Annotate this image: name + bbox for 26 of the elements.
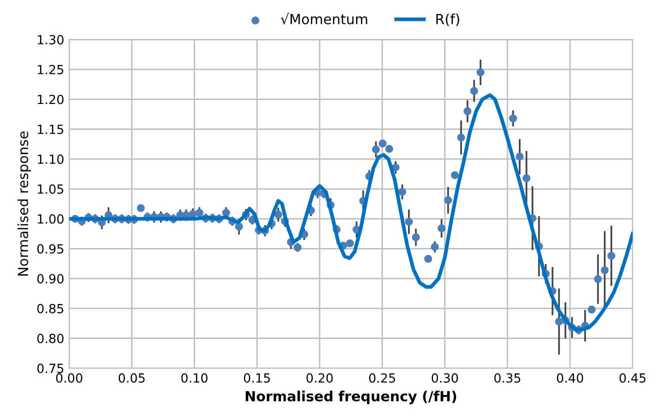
y-tick-label: 1.30 [38, 34, 64, 44]
legend-label: √Momentum [280, 12, 368, 24]
x-tick-label: 0.05 [118, 373, 145, 383]
y-tick-label: 0.75 [37, 364, 64, 374]
y-tick-label: 1.10 [38, 154, 64, 164]
x-tick-label: 0.30 [432, 373, 458, 383]
x-tick-label: 0.10 [181, 373, 208, 383]
y-tick-label: 0.80 [37, 334, 64, 344]
y-tick-label: 0.90 [37, 274, 64, 284]
y-tick-label: 1.05 [38, 184, 64, 194]
x-tick-label: 0.15 [244, 373, 270, 383]
x-tick-label: 0.20 [306, 373, 333, 383]
y-tick-label: 1.15 [38, 124, 64, 134]
x-tick-label: 0.35 [494, 373, 520, 383]
x-tick-label: 0.45 [620, 373, 646, 383]
x-axis-title: Normalised frequency (/fH) [246, 390, 456, 404]
y-tick-label: 0.95 [37, 244, 64, 254]
legend-label: R(f) [436, 14, 460, 26]
y-axis-title: Normalised response [18, 131, 31, 276]
y-tick-label: 1.00 [38, 214, 64, 224]
y-tick-label: 1.25 [38, 64, 64, 74]
y-tick-label: 1.20 [38, 94, 64, 104]
y-tick-label: 0.85 [37, 304, 64, 314]
x-tick-label: 0.40 [556, 373, 584, 383]
x-tick-label: 0.00 [56, 373, 82, 383]
x-tick-label: 0.25 [369, 373, 396, 383]
